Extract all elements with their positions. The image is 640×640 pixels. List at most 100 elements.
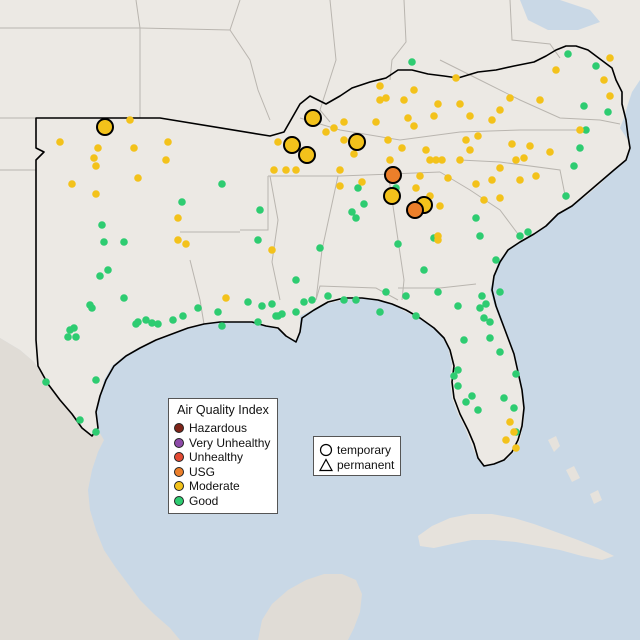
- temporary-site-marker[interactable]: [383, 187, 401, 205]
- moderate-site-marker[interactable]: [430, 112, 438, 120]
- moderate-site-marker[interactable]: [340, 136, 348, 144]
- good-site-marker[interactable]: [476, 304, 484, 312]
- good-site-marker[interactable]: [460, 336, 468, 344]
- good-site-marker[interactable]: [70, 324, 78, 332]
- moderate-site-marker[interactable]: [410, 122, 418, 130]
- moderate-site-marker[interactable]: [292, 166, 300, 174]
- good-site-marker[interactable]: [352, 296, 360, 304]
- moderate-site-marker[interactable]: [488, 116, 496, 124]
- good-site-marker[interactable]: [96, 272, 104, 280]
- moderate-site-marker[interactable]: [606, 54, 614, 62]
- temporary-site-marker[interactable]: [96, 118, 114, 136]
- moderate-site-marker[interactable]: [512, 444, 520, 452]
- moderate-site-marker[interactable]: [134, 174, 142, 182]
- moderate-site-marker[interactable]: [496, 164, 504, 172]
- moderate-site-marker[interactable]: [444, 174, 452, 182]
- good-site-marker[interactable]: [148, 319, 156, 327]
- moderate-site-marker[interactable]: [56, 138, 64, 146]
- moderate-site-marker[interactable]: [376, 96, 384, 104]
- temporary-site-marker[interactable]: [406, 201, 424, 219]
- good-site-marker[interactable]: [454, 382, 462, 390]
- moderate-site-marker[interactable]: [438, 156, 446, 164]
- good-site-marker[interactable]: [562, 192, 570, 200]
- moderate-site-marker[interactable]: [398, 144, 406, 152]
- good-site-marker[interactable]: [154, 320, 162, 328]
- good-site-marker[interactable]: [382, 288, 390, 296]
- good-site-marker[interactable]: [582, 126, 590, 134]
- good-site-marker[interactable]: [92, 376, 100, 384]
- good-site-marker[interactable]: [88, 304, 96, 312]
- good-site-marker[interactable]: [486, 334, 494, 342]
- good-site-marker[interactable]: [254, 236, 262, 244]
- good-site-marker[interactable]: [316, 244, 324, 252]
- good-site-marker[interactable]: [340, 296, 348, 304]
- good-site-marker[interactable]: [486, 318, 494, 326]
- moderate-site-marker[interactable]: [384, 136, 392, 144]
- moderate-site-marker[interactable]: [68, 180, 76, 188]
- moderate-site-marker[interactable]: [410, 86, 418, 94]
- moderate-site-marker[interactable]: [282, 166, 290, 174]
- good-site-marker[interactable]: [500, 394, 508, 402]
- temporary-site-marker[interactable]: [384, 166, 402, 184]
- moderate-site-marker[interactable]: [274, 138, 282, 146]
- good-site-marker[interactable]: [100, 238, 108, 246]
- moderate-site-marker[interactable]: [466, 146, 474, 154]
- good-site-marker[interactable]: [570, 162, 578, 170]
- moderate-site-marker[interactable]: [512, 156, 520, 164]
- moderate-site-marker[interactable]: [600, 76, 608, 84]
- moderate-site-marker[interactable]: [372, 118, 380, 126]
- good-site-marker[interactable]: [169, 316, 177, 324]
- temporary-site-marker[interactable]: [298, 146, 316, 164]
- moderate-site-marker[interactable]: [268, 246, 276, 254]
- moderate-site-marker[interactable]: [436, 202, 444, 210]
- moderate-site-marker[interactable]: [434, 100, 442, 108]
- moderate-site-marker[interactable]: [404, 114, 412, 122]
- moderate-site-marker[interactable]: [336, 166, 344, 174]
- good-site-marker[interactable]: [214, 308, 222, 316]
- good-site-marker[interactable]: [454, 302, 462, 310]
- good-site-marker[interactable]: [564, 50, 572, 58]
- moderate-site-marker[interactable]: [94, 144, 102, 152]
- good-site-marker[interactable]: [478, 292, 486, 300]
- moderate-site-marker[interactable]: [358, 178, 366, 186]
- moderate-site-marker[interactable]: [532, 172, 540, 180]
- good-site-marker[interactable]: [474, 406, 482, 414]
- good-site-marker[interactable]: [420, 266, 428, 274]
- moderate-site-marker[interactable]: [412, 184, 420, 192]
- good-site-marker[interactable]: [480, 314, 488, 322]
- moderate-site-marker[interactable]: [472, 180, 480, 188]
- moderate-site-marker[interactable]: [340, 118, 348, 126]
- good-site-marker[interactable]: [76, 416, 84, 424]
- good-site-marker[interactable]: [244, 298, 252, 306]
- good-site-marker[interactable]: [472, 214, 480, 222]
- moderate-site-marker[interactable]: [182, 240, 190, 248]
- good-site-marker[interactable]: [179, 312, 187, 320]
- moderate-site-marker[interactable]: [416, 172, 424, 180]
- moderate-site-marker[interactable]: [510, 428, 518, 436]
- good-site-marker[interactable]: [218, 180, 226, 188]
- good-site-marker[interactable]: [604, 108, 612, 116]
- moderate-site-marker[interactable]: [174, 236, 182, 244]
- good-site-marker[interactable]: [98, 221, 106, 229]
- good-site-marker[interactable]: [402, 292, 410, 300]
- moderate-site-marker[interactable]: [552, 66, 560, 74]
- moderate-site-marker[interactable]: [422, 146, 430, 154]
- moderate-site-marker[interactable]: [488, 176, 496, 184]
- good-site-marker[interactable]: [516, 232, 524, 240]
- good-site-marker[interactable]: [496, 348, 504, 356]
- moderate-site-marker[interactable]: [386, 156, 394, 164]
- moderate-site-marker[interactable]: [164, 138, 172, 146]
- good-site-marker[interactable]: [72, 333, 80, 341]
- moderate-site-marker[interactable]: [270, 166, 278, 174]
- moderate-site-marker[interactable]: [130, 144, 138, 152]
- good-site-marker[interactable]: [592, 62, 600, 70]
- good-site-marker[interactable]: [348, 208, 356, 216]
- moderate-site-marker[interactable]: [606, 92, 614, 100]
- good-site-marker[interactable]: [462, 398, 470, 406]
- good-site-marker[interactable]: [408, 58, 416, 66]
- good-site-marker[interactable]: [178, 198, 186, 206]
- good-site-marker[interactable]: [412, 312, 420, 320]
- moderate-site-marker[interactable]: [526, 142, 534, 150]
- good-site-marker[interactable]: [120, 294, 128, 302]
- moderate-site-marker[interactable]: [222, 294, 230, 302]
